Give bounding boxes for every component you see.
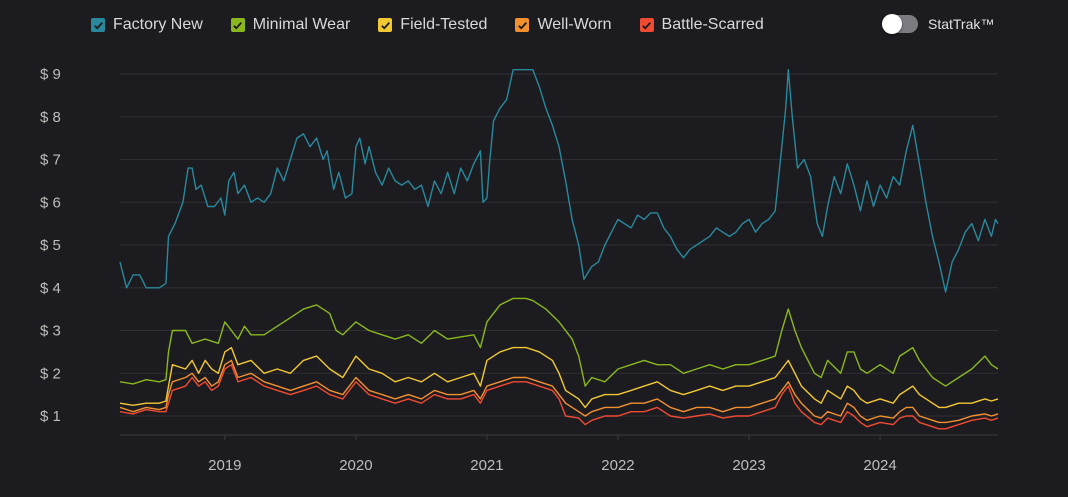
grid-lines — [120, 73, 998, 436]
x-tick-label: 2024 — [863, 457, 896, 474]
legend-item-battle-scarred[interactable]: Battle-Scarred — [639, 16, 764, 34]
series-line-well-worn — [119, 359, 999, 424]
x-tick-label: 2020 — [339, 457, 372, 474]
y-axis-tick-labels: $ 1 $ 2 $ 3 $ 4 $ 5 $ 6 $ 7 $ 8 $ 9 — [40, 66, 61, 425]
legend-label: Minimal Wear — [252, 16, 351, 33]
chart-legend: Factory New Minimal Wear Field-Tested Well-… — [91, 14, 792, 36]
stattrak-toggle[interactable] — [882, 14, 918, 34]
y-tick-label: $ 4 — [40, 280, 61, 297]
y-tick-label: $ 1 — [40, 408, 61, 425]
y-tick-label: $ 5 — [40, 237, 61, 254]
toggle-knob — [882, 14, 902, 34]
y-tick-label: $ 2 — [40, 365, 61, 382]
y-tick-label: $ 9 — [40, 66, 61, 83]
x-tick-label: 2021 — [470, 457, 503, 474]
y-tick-label: $ 6 — [40, 194, 61, 211]
stattrak-label: StatTrak™ — [928, 16, 995, 32]
legend-label: Field-Tested — [400, 16, 488, 33]
series-line-battle-scarred — [119, 364, 999, 430]
checkbox-checked-icon[interactable] — [515, 18, 530, 32]
legend-label: Battle-Scarred — [661, 16, 764, 33]
series-line-field-tested — [119, 346, 999, 409]
legend-item-minimal-wear[interactable]: Minimal Wear — [230, 16, 351, 34]
y-tick-label: $ 7 — [40, 152, 61, 169]
legend-label: Factory New — [113, 16, 203, 33]
checkbox-checked-icon[interactable] — [230, 18, 245, 32]
legend-item-well-worn[interactable]: Well-Worn — [515, 16, 612, 34]
x-tick-label: 2022 — [601, 457, 634, 474]
legend-label: Well-Worn — [537, 16, 612, 33]
x-tick-label: 2023 — [732, 457, 765, 474]
checkbox-checked-icon[interactable] — [378, 18, 393, 32]
checkbox-checked-icon[interactable] — [639, 18, 654, 32]
y-tick-label: $ 8 — [40, 109, 61, 126]
checkbox-checked-icon[interactable] — [91, 18, 105, 32]
series-lines — [119, 69, 999, 430]
stattrak-toggle-group: StatTrak™ — [882, 13, 994, 35]
y-tick-label: $ 3 — [40, 323, 61, 340]
series-line-minimal-wear — [119, 297, 999, 387]
legend-item-factory-new[interactable]: Factory New — [91, 16, 203, 34]
x-axis-tick-labels: 2019 2020 2021 2022 2023 2024 — [208, 435, 897, 474]
x-tick-label: 2019 — [208, 457, 241, 474]
legend-item-field-tested[interactable]: Field-Tested — [378, 16, 487, 34]
series-line-factory-new — [119, 69, 999, 293]
